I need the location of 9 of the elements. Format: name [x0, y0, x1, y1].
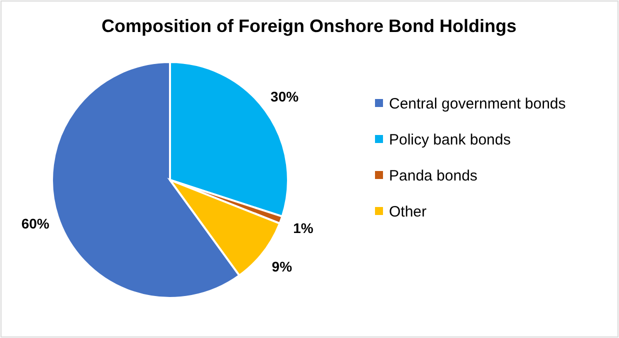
data-label: 9% — [272, 258, 293, 275]
legend-label: Policy bank bonds — [389, 131, 511, 148]
legend-label: Central government bonds — [389, 95, 566, 112]
data-label: 30% — [270, 88, 300, 105]
chart-title: Composition of Foreign Onshore Bond Holdings — [102, 16, 516, 36]
data-label: 1% — [293, 220, 314, 236]
legend-label: Other — [389, 203, 427, 220]
data-label: 60% — [21, 216, 50, 232]
legend-label: Panda bonds — [389, 167, 478, 184]
